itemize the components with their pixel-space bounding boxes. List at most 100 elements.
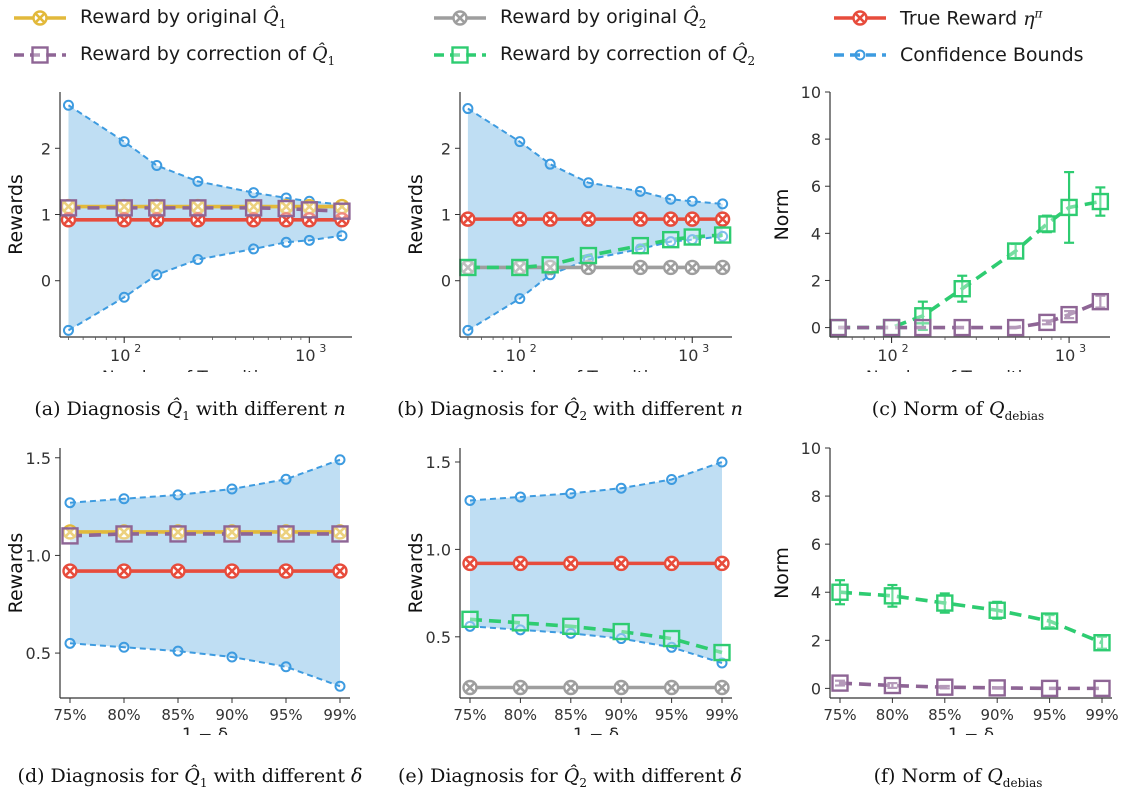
bound-point: [192, 175, 204, 187]
data-point-corr1: [988, 679, 1006, 697]
y-tick-label: 2: [811, 271, 821, 290]
bound-line-upper: [469, 461, 723, 502]
legend-label-bounds: Confidence Bounds: [900, 44, 1084, 66]
bound-point: [716, 456, 728, 468]
error-bar: [835, 679, 845, 687]
bound-point: [64, 497, 76, 509]
error-bar: [1041, 319, 1052, 326]
bound-point: [118, 641, 130, 653]
panel-d: 0.5 1.0 1.5 75% 80% 85% 90% 95% 99% Rewards 1 − δ: [0, 440, 380, 745]
data-point-corr1: [831, 674, 849, 692]
y-tick-label: 1.5: [26, 449, 51, 468]
caption-b: (b) Diagnosis for Q̂2 with different n: [397, 398, 743, 423]
series-line-corr2: [838, 199, 1101, 330]
x-tick-label: 10: [506, 346, 526, 365]
legend-label-orig1: Reward by original Q̂1: [80, 5, 287, 31]
bound-point: [514, 491, 526, 503]
data-point-true: [663, 211, 679, 227]
y-tick-label: 0: [41, 272, 51, 291]
bound-point: [615, 482, 627, 494]
y-axis-label: Rewards: [405, 533, 427, 614]
data-point-true: [224, 563, 240, 579]
bound-point: [303, 234, 315, 246]
data-point-corr2: [831, 583, 849, 601]
legend-swatch-true: [834, 10, 886, 26]
bound-point: [172, 645, 184, 657]
data-point-true: [542, 211, 558, 227]
data-point-corr1: [244, 199, 263, 217]
x-tick-label: 95%: [655, 706, 688, 724]
data-point-corr2: [579, 246, 598, 265]
data-point-orig2: [512, 679, 529, 696]
bound-line-upper: [69, 458, 341, 504]
data-point-corr1: [115, 199, 133, 217]
y-axis-label: Norm: [771, 189, 793, 241]
bound-point: [118, 291, 130, 303]
legend-swatch-corr1: [14, 46, 66, 64]
y-tick-label: 1: [441, 206, 451, 225]
x-tick-label: 80%: [107, 706, 140, 724]
data-point-corr2: [511, 258, 529, 277]
x-tick-label: 10: [678, 346, 698, 365]
x-tick-label: 10: [110, 346, 130, 365]
data-point-corr1: [333, 202, 351, 220]
x-tick-label: 95%: [1033, 706, 1066, 724]
bound-point: [248, 243, 260, 255]
legend-marker-bounds: [854, 49, 866, 61]
y-tick-label: 1.0: [26, 546, 51, 565]
data-point-corr2: [461, 610, 479, 629]
legend-marker-orig2: [452, 10, 468, 26]
data-point-corr2: [683, 228, 701, 246]
chart-c: 0 2 4 6 8 10 10 2 10 3 Norm Number of Transitions, …: [771, 83, 1110, 388]
y-tick-label: 4: [811, 224, 821, 243]
data-point-corr1: [1040, 679, 1059, 698]
bound-point: [665, 193, 677, 205]
data-point-corr1: [277, 199, 295, 218]
x-axis-label: 1 − δ: [573, 725, 619, 735]
x-tick-exponent: 2: [902, 342, 909, 355]
x-tick-label: 80%: [504, 706, 537, 724]
legend-label-orig2: Reward by original Q̂2: [500, 5, 707, 31]
y-tick-label: 8: [811, 487, 821, 506]
error-bar: [1097, 635, 1107, 650]
bound-point: [172, 489, 184, 501]
x-tick-label: 85%: [161, 706, 194, 724]
data-point-corr1: [883, 676, 902, 695]
x-axis-label: Number of Transitions, n: [102, 368, 310, 372]
data-point-corr2: [1038, 215, 1056, 233]
error-bar: [1064, 170, 1075, 244]
data-point-corr2: [541, 256, 559, 274]
bound-point: [565, 487, 577, 499]
error-bar: [1095, 294, 1106, 309]
x-tick-label: 99%: [323, 706, 356, 724]
chart-f: 0 2 4 6 8 10 75% 80% 85% 90% 95% 99% Norm 1 − δ: [771, 439, 1119, 745]
data-point-corr1: [1006, 318, 1025, 337]
data-point-corr2: [883, 587, 902, 605]
bound-point: [334, 454, 346, 466]
legend-swatch-orig2: [434, 10, 486, 26]
data-point-true: [613, 555, 629, 572]
confidence-band: [70, 459, 340, 687]
data-point-corr1: [1038, 313, 1056, 332]
legend-item-bounds: Confidence Bounds: [830, 40, 1084, 70]
bound-point: [64, 637, 76, 649]
caption-d: (d) Diagnosis for Q̂1 with different δ: [17, 765, 363, 790]
data-point-corr2: [612, 622, 630, 641]
data-point-true: [512, 211, 528, 227]
data-point-corr1: [1060, 305, 1078, 324]
series-line-corr2: [839, 590, 1103, 645]
data-point-corr1: [1091, 292, 1110, 311]
data-point-corr1: [882, 318, 901, 337]
data-point-true: [278, 563, 294, 579]
legend-label-corr2: Reward by correction of Q̂2: [500, 42, 756, 68]
data-point-corr2: [988, 601, 1006, 619]
x-axis-label: 1 − δ: [182, 725, 228, 735]
data-point-true: [714, 211, 731, 227]
data-point-corr2: [562, 617, 580, 636]
bound-point: [462, 324, 474, 336]
x-tick-exponent: 2: [530, 342, 537, 355]
data-point-corr2: [1060, 198, 1078, 217]
bound-point: [151, 269, 163, 281]
legend-item-corr2: Reward by correction of Q̂2: [430, 40, 755, 70]
legend-label-corr1: Reward by correction of Q̂1: [80, 42, 336, 68]
